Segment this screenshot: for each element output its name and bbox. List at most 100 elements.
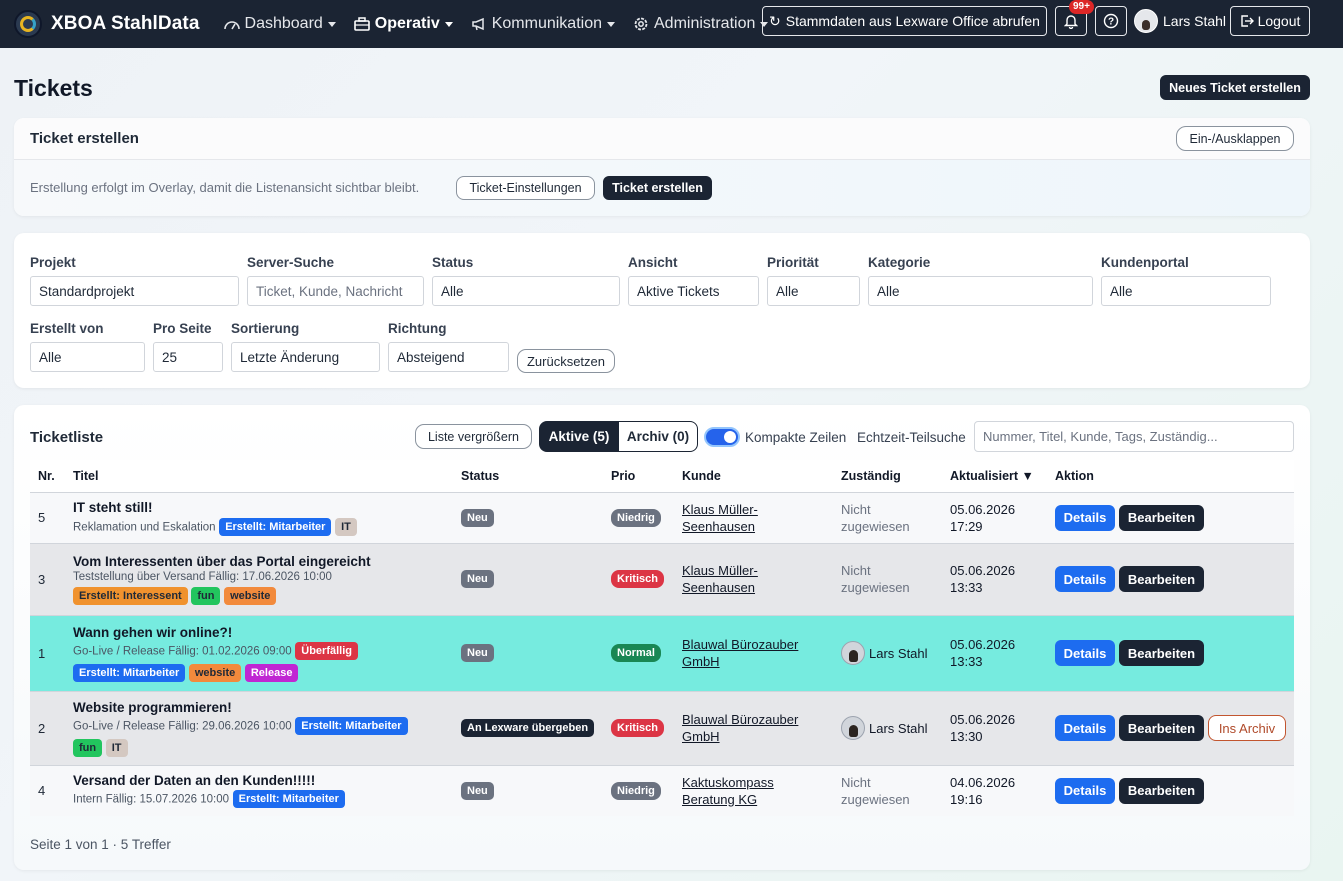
help-button[interactable]: ?: [1095, 6, 1127, 36]
user-menu[interactable]: Lars Stahl: [1134, 9, 1226, 33]
edit-button[interactable]: Bearbeiten: [1119, 777, 1204, 804]
tab-active-tickets[interactable]: Aktive (5): [539, 421, 619, 452]
priority-badge: Niedrig: [611, 781, 661, 800]
col-status[interactable]: Status: [453, 460, 603, 493]
details-button[interactable]: Details: [1055, 566, 1115, 592]
details-button[interactable]: Details: [1055, 504, 1115, 531]
col-aktion: Aktion: [1047, 460, 1294, 493]
filter-sortierung-label: Sortierung: [231, 321, 300, 336]
ticket-title[interactable]: Vom Interessenten über das Portal einger…: [73, 553, 371, 569]
details-button[interactable]: Details: [1055, 640, 1115, 666]
filter-ansicht-select[interactable]: Aktive Tickets: [628, 276, 759, 306]
customer-link[interactable]: Kaktuskompass Beratung KG: [682, 774, 774, 807]
archive-button[interactable]: Ins Archiv: [1208, 715, 1286, 741]
col-aktualisiert[interactable]: Aktualisiert ▼: [942, 460, 1047, 493]
server-search-input[interactable]: Ticket, Kunde, Nachricht: [247, 276, 424, 306]
priority-badge: Niedrig: [611, 508, 661, 527]
tag-badge: Erstellt: Mitarbeiter: [73, 663, 186, 682]
ticket-title[interactable]: IT steht still!: [73, 499, 153, 515]
create-ticket-hint: Erstellung erfolgt im Overlay, damit die…: [30, 180, 420, 195]
customer-link[interactable]: Klaus Müller- Seenhausen: [682, 563, 758, 595]
table-row[interactable]: 3 Vom Interessenten über das Portal eing…: [30, 543, 1294, 616]
tag-badge: website: [224, 586, 277, 605]
edit-button[interactable]: Bearbeiten: [1119, 566, 1204, 592]
details-button[interactable]: Details: [1055, 715, 1115, 741]
ticket-subline: Intern Fällig: 15.07.2026 10:00: [73, 793, 230, 806]
ticket-title[interactable]: Website programmieren!: [73, 699, 232, 715]
table-row[interactable]: 1 Wann gehen wir online?! Go-Live / Rele…: [30, 615, 1294, 692]
dashboard-icon: [223, 21, 240, 30]
tag-badge: website: [188, 663, 242, 682]
col-prio[interactable]: Prio: [603, 460, 674, 493]
assignee-unassigned: Nicht zugewiesen: [841, 774, 910, 807]
gear-icon: [634, 17, 648, 31]
nav-kommunikation[interactable]: Kommunikation: [471, 15, 615, 33]
customer-link[interactable]: Blauwal Bürozauber GmbH: [682, 637, 799, 669]
updated-timestamp: 05.06.2026 13:33: [950, 563, 1016, 595]
filter-kundenportal-select[interactable]: Alle: [1101, 276, 1271, 306]
sync-lexware-button[interactable]: ↻ Stammdaten aus Lexware Office abrufen: [762, 6, 1047, 36]
nav-kommunikation-label: Kommunikation: [491, 15, 602, 32]
ticket-list-title: Ticketliste: [30, 429, 104, 446]
logout-button[interactable]: Logout: [1230, 6, 1310, 36]
new-ticket-button[interactable]: Neues Ticket erstellen: [1160, 75, 1310, 100]
ticket-search-input[interactable]: [974, 421, 1294, 452]
table-row[interactable]: 5 IT steht still! Reklamation und Eskala…: [30, 492, 1294, 544]
edit-button[interactable]: Bearbeiten: [1119, 640, 1204, 666]
status-badge: Neu: [461, 508, 494, 527]
status-badge: An Lexware übergeben: [461, 719, 595, 737]
col-nr[interactable]: Nr.: [30, 460, 65, 493]
ticket-settings-button[interactable]: Ticket-Einstellungen: [456, 176, 595, 200]
briefcase-icon: [353, 17, 370, 31]
filter-richtung-label: Richtung: [388, 321, 447, 336]
nav-dashboard[interactable]: Dashboard: [223, 15, 336, 33]
ticket-nr: 4: [30, 765, 65, 816]
table-row[interactable]: 4 Versand der Daten an den Kunden!!!!! I…: [30, 765, 1294, 816]
tab-archive-tickets[interactable]: Archiv (0): [618, 421, 698, 452]
filter-projekt-select[interactable]: Standardprojekt: [30, 276, 239, 306]
brand[interactable]: XBOA StahlData: [14, 10, 200, 38]
assignee-avatar: [841, 716, 865, 740]
nav-administration[interactable]: Administration: [633, 15, 769, 33]
realtime-search-label: Echtzeit-Teilsuche: [857, 430, 966, 445]
bell-icon: [1064, 14, 1078, 29]
compact-rows-toggle[interactable]: [704, 427, 740, 447]
enlarge-list-button[interactable]: Liste vergrößern: [415, 424, 532, 449]
table-row[interactable]: 2 Website programmieren! Go-Live / Relea…: [30, 691, 1294, 766]
ticket-subline: Teststellung über Versand Fällig: 17.06.…: [73, 570, 332, 583]
details-button[interactable]: Details: [1055, 777, 1115, 804]
col-titel[interactable]: Titel: [65, 460, 453, 493]
filter-kategorie-label: Kategorie: [868, 255, 931, 270]
priority-badge: Kritisch: [611, 570, 664, 588]
customer-link[interactable]: Klaus Müller- Seenhausen: [682, 501, 758, 534]
reset-filters-button[interactable]: Zurücksetzen: [517, 349, 615, 373]
filter-status-select[interactable]: Alle: [432, 276, 620, 306]
filter-prioritaet-select[interactable]: Alle: [767, 276, 860, 306]
edit-button[interactable]: Bearbeiten: [1119, 504, 1204, 531]
collapse-toggle-button[interactable]: Ein-/Ausklappen: [1176, 126, 1294, 151]
col-zustaendig[interactable]: Zuständig: [833, 460, 942, 493]
ticket-title[interactable]: Versand der Daten an den Kunden!!!!!: [73, 773, 316, 789]
col-kunde[interactable]: Kunde: [674, 460, 833, 493]
filter-erstellt-von-select[interactable]: Alle: [30, 342, 145, 372]
edit-button[interactable]: Bearbeiten: [1119, 715, 1204, 741]
filter-richtung-select[interactable]: Absteigend: [388, 342, 509, 372]
ticket-nr: 5: [30, 492, 65, 544]
table-header-row: Nr. Titel Status Prio Kunde Zuständig Ak…: [30, 460, 1294, 493]
notifications-button[interactable]: 99+: [1055, 0, 1094, 36]
customer-link[interactable]: Blauwal Bürozauber GmbH: [682, 712, 799, 744]
ticket-title[interactable]: Wann gehen wir online?!: [73, 624, 233, 640]
create-ticket-button[interactable]: Ticket erstellen: [603, 176, 712, 200]
tag-badge: fun: [73, 738, 103, 757]
status-badge: Neu: [461, 644, 494, 662]
filter-sortierung-select[interactable]: Letzte Änderung: [231, 342, 380, 372]
filter-server-search-label: Server-Suche: [247, 255, 335, 270]
create-ticket-title: Ticket erstellen: [30, 130, 139, 147]
ticket-nr: 3: [30, 543, 65, 616]
nav-operativ[interactable]: Operativ: [353, 15, 453, 33]
pagination-summary: Seite 1 von 1 · 5 Treffer: [30, 837, 171, 852]
filter-kategorie-select[interactable]: Alle: [868, 276, 1093, 306]
tag-badge: Erstellt: Mitarbeiter: [295, 716, 408, 735]
filter-pro-seite-select[interactable]: 25: [153, 342, 223, 372]
ticket-nr: 2: [30, 691, 65, 766]
